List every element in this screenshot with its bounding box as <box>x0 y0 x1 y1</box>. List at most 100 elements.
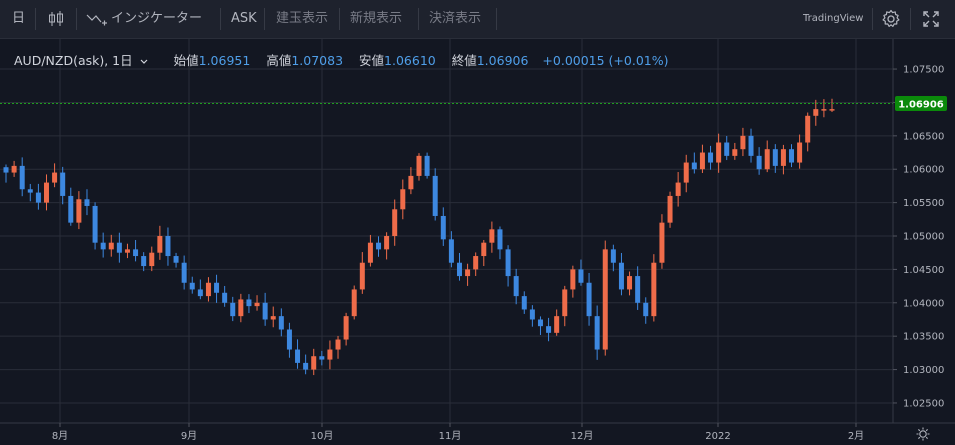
settlement-button[interactable]: 決済表示 <box>429 11 482 26</box>
candle-body <box>19 165 25 190</box>
candle-body <box>197 289 203 297</box>
axis-settings-button[interactable] <box>916 427 930 441</box>
candle-body <box>416 155 422 176</box>
candle-body <box>481 242 487 257</box>
tradingview-logo: TradingView <box>803 13 864 24</box>
candle-body <box>230 302 236 317</box>
candle-body <box>424 155 430 176</box>
symbol-label[interactable]: AUD/NZD(ask), 1日 <box>14 53 133 68</box>
chevron-down-icon[interactable] <box>140 59 148 65</box>
y-tick-label: 1.07500 <box>903 65 944 76</box>
chart-grid <box>0 39 893 423</box>
candle-body <box>643 302 649 317</box>
candle-body <box>829 109 835 111</box>
toolbar-divider <box>418 8 419 30</box>
candle-body <box>797 142 803 163</box>
candle-body <box>716 142 722 163</box>
y-tick-label: 1.03000 <box>903 365 944 376</box>
candle-body <box>173 256 179 263</box>
gear-icon <box>882 9 900 27</box>
candle-body <box>367 242 373 263</box>
candle-body <box>262 302 268 320</box>
last-price-label: 1.06906 <box>898 100 944 111</box>
toolbar-divider <box>496 8 497 30</box>
x-tick-label: 8月 <box>52 430 68 442</box>
candle-body <box>246 299 252 307</box>
indicator-icon <box>86 14 107 26</box>
indicators-button[interactable]: インジケーター <box>86 0 216 38</box>
open-value: 1.06951 <box>198 53 251 68</box>
toolbar-divider <box>872 8 873 30</box>
candle-body <box>116 242 122 253</box>
x-tick-label: 10月 <box>311 430 334 442</box>
candle-body <box>732 149 738 156</box>
candle-body <box>295 349 301 363</box>
candle-body <box>570 269 576 290</box>
candles-icon <box>49 11 63 26</box>
candle-body <box>100 242 106 250</box>
candle-body <box>440 215 446 240</box>
chart-toolbar: 日 インジケーター ASK 建玉表示 新規表示 決済表示 TradingView <box>0 0 955 39</box>
candle-body <box>618 262 624 290</box>
settings-button[interactable] <box>881 0 901 38</box>
candle-body <box>505 249 511 277</box>
candle-body <box>594 316 600 350</box>
candle-body <box>286 329 292 350</box>
fullscreen-button[interactable] <box>922 0 940 38</box>
candle-body <box>384 236 390 250</box>
toolbar-divider <box>339 8 340 30</box>
candle-body <box>651 262 657 317</box>
high-value: 1.07083 <box>291 53 344 68</box>
toolbar-divider <box>76 8 77 30</box>
candle-body <box>756 155 762 170</box>
candle-body <box>35 192 41 203</box>
candle-body <box>408 175 414 190</box>
candle-body <box>84 199 90 206</box>
low-value: 1.06610 <box>384 53 436 68</box>
candle-body <box>11 165 17 173</box>
candle-body <box>699 152 705 170</box>
candle-body <box>254 302 260 307</box>
candle-body <box>789 149 795 163</box>
toolbar-divider <box>35 8 36 30</box>
candle-body <box>68 195 74 223</box>
y-tick-label: 1.06500 <box>903 131 944 142</box>
price-chart[interactable]: 1.075001.070001.065001.060001.055001.050… <box>0 39 955 445</box>
interval-button[interactable]: 日 <box>12 11 26 26</box>
candle-body <box>124 249 130 253</box>
candle-body <box>133 249 139 257</box>
candle-body <box>659 222 665 263</box>
last-price-badge <box>895 96 947 111</box>
x-tick-label: 9月 <box>181 430 197 442</box>
candle-body <box>586 282 592 317</box>
x-tick-label: 2022 <box>705 431 730 442</box>
candle-body <box>748 135 754 156</box>
y-tick-label: 1.05500 <box>903 198 944 209</box>
candle-body <box>60 172 66 196</box>
chart-style-button[interactable] <box>47 0 67 38</box>
candle-body <box>311 356 317 370</box>
candle-body <box>52 172 58 183</box>
candle-body <box>327 349 333 360</box>
x-tick-label: 2月 <box>848 430 864 442</box>
candle-body <box>335 339 341 350</box>
new-order-button[interactable]: 新規表示 <box>350 11 403 26</box>
close-label: 終値 <box>451 53 477 68</box>
toolbar-divider <box>220 8 221 30</box>
candle-body <box>521 296 527 310</box>
candle-body <box>691 162 697 170</box>
indicators-label: インジケーター <box>111 11 203 26</box>
candle-body <box>489 229 495 243</box>
candle-body <box>359 262 365 290</box>
candle-body <box>165 236 171 257</box>
candle-body <box>278 316 284 330</box>
candle-body <box>708 152 714 163</box>
high-label: 高値 <box>266 53 292 68</box>
ask-button[interactable]: ASK <box>231 11 257 26</box>
candle-body <box>392 209 398 237</box>
open-position-button[interactable]: 建玉表示 <box>276 11 329 26</box>
candle-body <box>157 236 163 253</box>
candle-body <box>238 299 244 317</box>
candle-body <box>578 269 584 283</box>
candles <box>3 98 835 376</box>
